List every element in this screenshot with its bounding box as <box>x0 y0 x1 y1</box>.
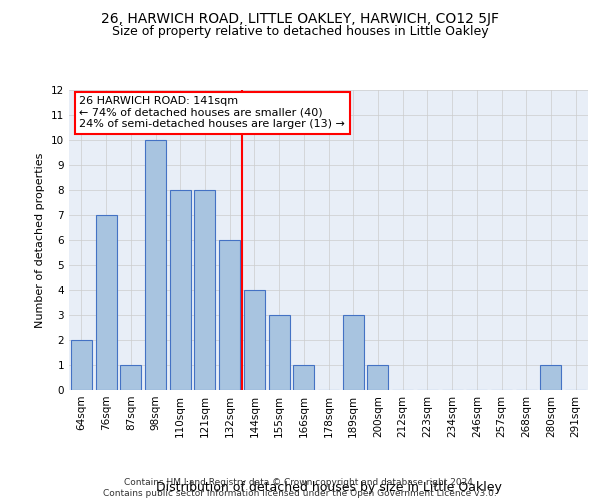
Bar <box>71 340 92 390</box>
Bar <box>120 365 141 390</box>
Text: 26, HARWICH ROAD, LITTLE OAKLEY, HARWICH, CO12 5JF: 26, HARWICH ROAD, LITTLE OAKLEY, HARWICH… <box>101 12 499 26</box>
Bar <box>244 290 265 390</box>
Text: Contains HM Land Registry data © Crown copyright and database right 2024.
Contai: Contains HM Land Registry data © Crown c… <box>103 478 497 498</box>
X-axis label: Distribution of detached houses by size in Little Oakley: Distribution of detached houses by size … <box>155 482 502 494</box>
Bar <box>194 190 215 390</box>
Bar <box>367 365 388 390</box>
Bar <box>293 365 314 390</box>
Bar <box>219 240 240 390</box>
Bar <box>95 215 116 390</box>
Bar <box>170 190 191 390</box>
Bar <box>145 140 166 390</box>
Bar <box>343 315 364 390</box>
Bar <box>269 315 290 390</box>
Bar <box>541 365 562 390</box>
Text: Size of property relative to detached houses in Little Oakley: Size of property relative to detached ho… <box>112 25 488 38</box>
Text: 26 HARWICH ROAD: 141sqm
← 74% of detached houses are smaller (40)
24% of semi-de: 26 HARWICH ROAD: 141sqm ← 74% of detache… <box>79 96 345 129</box>
Y-axis label: Number of detached properties: Number of detached properties <box>35 152 46 328</box>
